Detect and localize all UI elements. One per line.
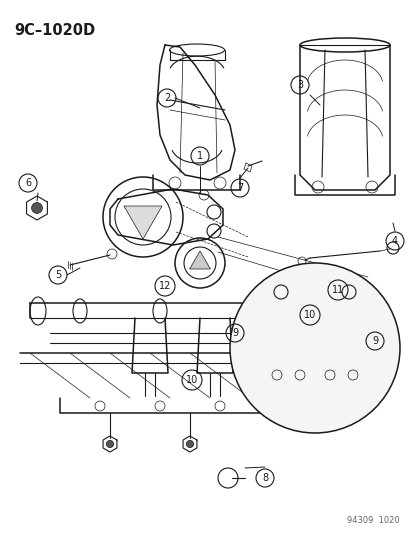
Text: 9C–1020D: 9C–1020D (14, 23, 95, 38)
Text: 4: 4 (391, 236, 397, 246)
Text: 9: 9 (371, 336, 377, 346)
Circle shape (31, 203, 42, 213)
Text: 6: 6 (25, 178, 31, 188)
Text: 3: 3 (296, 80, 302, 90)
Circle shape (106, 440, 113, 448)
Text: 12: 12 (159, 281, 171, 291)
Text: 1: 1 (197, 151, 202, 161)
Text: 94309  1020: 94309 1020 (347, 516, 399, 525)
Text: 11: 11 (331, 285, 343, 295)
Text: 8: 8 (261, 473, 267, 483)
Text: 7: 7 (236, 183, 242, 193)
Text: 5: 5 (55, 270, 61, 280)
Polygon shape (123, 206, 161, 239)
Text: 10: 10 (185, 375, 198, 385)
Polygon shape (189, 251, 210, 269)
Text: 2: 2 (164, 93, 170, 103)
Text: 10: 10 (303, 310, 316, 320)
Text: 9: 9 (231, 328, 237, 338)
Circle shape (230, 263, 399, 433)
Circle shape (135, 209, 151, 225)
Circle shape (186, 440, 193, 448)
